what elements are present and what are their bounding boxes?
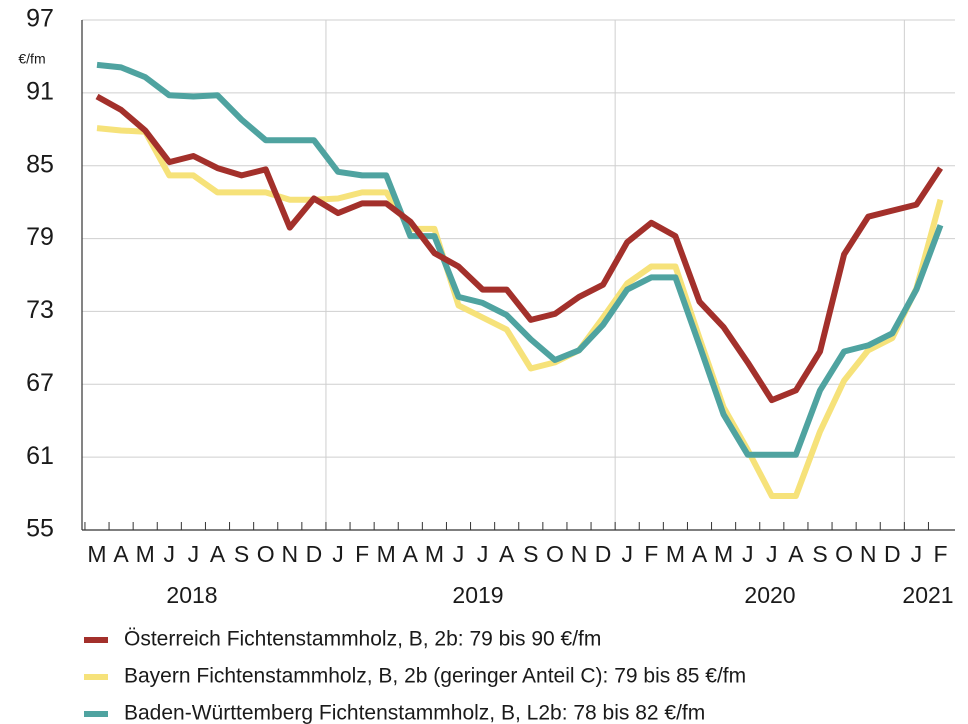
x-tick-label: O [835, 541, 853, 567]
x-tick-label: J [742, 541, 754, 567]
x-tick-label: S [812, 541, 827, 567]
x-tick-label: D [595, 541, 612, 567]
y-tick-label: 97 [26, 5, 54, 33]
x-tick-label: D [306, 541, 323, 567]
x-tick-label: D [884, 541, 901, 567]
x-tick-label: A [210, 541, 226, 567]
x-tick-label: O [546, 541, 564, 567]
x-tick-label: J [453, 541, 465, 567]
y-tick-label: 79 [26, 223, 54, 251]
x-tick-label: M [377, 541, 396, 567]
year-label: 2018 [166, 582, 217, 608]
x-tick-label: J [621, 541, 633, 567]
x-tick-label: M [714, 541, 733, 567]
legend-label: Bayern Fichtenstammholz, B, 2b (geringer… [124, 665, 746, 688]
y-tick-label: 85 [26, 150, 54, 178]
year-label: 2019 [452, 582, 503, 608]
year-label: 2021 [902, 582, 953, 608]
x-tick-label: N [281, 541, 298, 567]
x-tick-label: M [425, 541, 444, 567]
x-tick-label: M [87, 541, 106, 567]
x-tick-label: J [766, 541, 778, 567]
x-tick-label: A [499, 541, 515, 567]
x-tick-label: M [136, 541, 155, 567]
series-line [96, 61, 944, 458]
x-tick-label: J [911, 541, 923, 567]
year-label: 2020 [744, 582, 795, 608]
y-tick-label: 73 [26, 296, 54, 324]
x-tick-label: S [523, 541, 538, 567]
x-tick-label: F [644, 541, 658, 567]
x-tick-label: M [666, 541, 685, 567]
x-tick-label: A [113, 541, 129, 567]
y-tick-label: 67 [26, 369, 54, 397]
x-tick-label: A [403, 541, 419, 567]
legend-label: Baden-Württemberg Fichtenstammholz, B, L… [124, 702, 705, 724]
x-tick-label: S [234, 541, 249, 567]
y-unit: €/fm [18, 51, 45, 67]
x-tick-label: A [788, 541, 804, 567]
x-tick-label: N [571, 541, 588, 567]
y-tick-label: 61 [26, 442, 54, 470]
x-tick-label: J [332, 541, 344, 567]
x-tick-label: J [477, 541, 489, 567]
series-line [96, 125, 944, 499]
x-tick-label: F [355, 541, 369, 567]
y-tick-label: 55 [26, 515, 54, 543]
x-tick-label: O [257, 541, 275, 567]
x-tick-label: J [188, 541, 200, 567]
legend-label: Österreich Fichtenstammholz, B, 2b: 79 b… [124, 628, 601, 651]
x-tick-label: J [164, 541, 176, 567]
x-tick-label: A [692, 541, 708, 567]
x-tick-label: N [860, 541, 877, 567]
series-line [95, 93, 944, 404]
y-tick-label: 91 [26, 77, 54, 105]
x-tick-label: F [933, 541, 947, 567]
